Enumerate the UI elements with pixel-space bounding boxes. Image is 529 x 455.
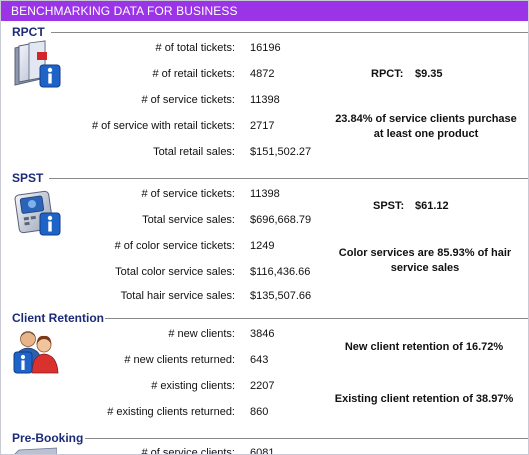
rpct-value-retail-tickets: 4872 xyxy=(250,68,275,80)
retention-value-existing-returned: 860 xyxy=(250,406,269,418)
panel-header: BENCHMARKING DATA FOR BUSINESS xyxy=(1,1,528,21)
section-divider xyxy=(49,178,528,179)
section-title-rpct: RPCT xyxy=(12,25,45,39)
section-divider xyxy=(105,318,528,319)
rpct-metric-value: $9.35 xyxy=(415,68,443,80)
retention-value-new-clients: 3846 xyxy=(250,328,275,340)
rpct-label-total-tickets: # of total tickets: xyxy=(155,42,235,54)
spst-value-color-sales: $116,436.66 xyxy=(250,266,311,278)
spst-value-service-sales: $696,668.79 xyxy=(250,214,312,226)
clients-info-icon xyxy=(13,331,59,374)
section-divider xyxy=(51,32,528,33)
section-title-pre-booking: Pre-Booking xyxy=(12,431,84,445)
rpct-label-service-with-retail: # of service with retail tickets: xyxy=(91,120,235,132)
document-info-icon xyxy=(14,40,61,88)
spst-label-color-tickets: # of color service tickets: xyxy=(114,240,235,252)
rpct-label-service-tickets: # of service tickets: xyxy=(141,94,235,106)
spst-label-color-sales: Total color service sales: xyxy=(115,266,235,278)
spst-note: Color services are 85.93% of hair servic… xyxy=(338,247,512,274)
spst-label-service-sales: Total service sales: xyxy=(142,214,235,226)
rpct-metric-label: RPCT: xyxy=(371,68,404,80)
rpct-value-total-tickets: 16196 xyxy=(250,42,281,54)
retention-value-new-returned: 643 xyxy=(250,354,269,366)
section-divider xyxy=(85,438,528,439)
retention-note-existing: Existing client retention of 38.97% xyxy=(334,393,514,405)
rpct-note: 23.84% of service clients purchase at le… xyxy=(335,113,517,140)
retention-label-new-returned: # new clients returned: xyxy=(124,354,235,366)
prebooking-value-service-clients: 6081 xyxy=(250,447,275,455)
retention-value-existing-clients: 2207 xyxy=(250,380,275,392)
rpct-label-retail-sales: Total retail sales: xyxy=(153,146,235,158)
rpct-value-service-tickets: 11398 xyxy=(250,94,280,106)
calendar-icon xyxy=(14,447,57,454)
retention-label-existing-clients: # existing clients: xyxy=(151,380,235,392)
section-title-spst: SPST xyxy=(12,171,44,185)
spst-value-service-tickets: 11398 xyxy=(250,188,280,200)
calculator-info-icon xyxy=(14,190,61,236)
retention-label-existing-returned: # existing clients returned: xyxy=(107,406,235,418)
spst-metric-value: $61.12 xyxy=(415,200,449,212)
retention-label-new-clients: # new clients: xyxy=(168,328,235,340)
rpct-label-retail-tickets: # of retail tickets: xyxy=(152,68,235,80)
spst-value-color-tickets: 1249 xyxy=(250,240,275,252)
section-title-client-retention: Client Retention xyxy=(12,311,104,325)
spst-metric-label: SPST: xyxy=(373,200,405,212)
retention-note-new: New client retention of 16.72% xyxy=(344,341,504,353)
rpct-value-retail-sales: $151,502.27 xyxy=(250,146,312,158)
spst-value-hair-sales: $135,507.66 xyxy=(250,290,312,302)
spst-label-hair-sales: Total hair service sales: xyxy=(120,290,235,302)
spst-label-service-tickets: # of service tickets: xyxy=(141,188,235,200)
prebooking-label-service-clients: # of service clients: xyxy=(141,447,235,455)
rpct-value-service-with-retail: 2717 xyxy=(250,120,275,132)
